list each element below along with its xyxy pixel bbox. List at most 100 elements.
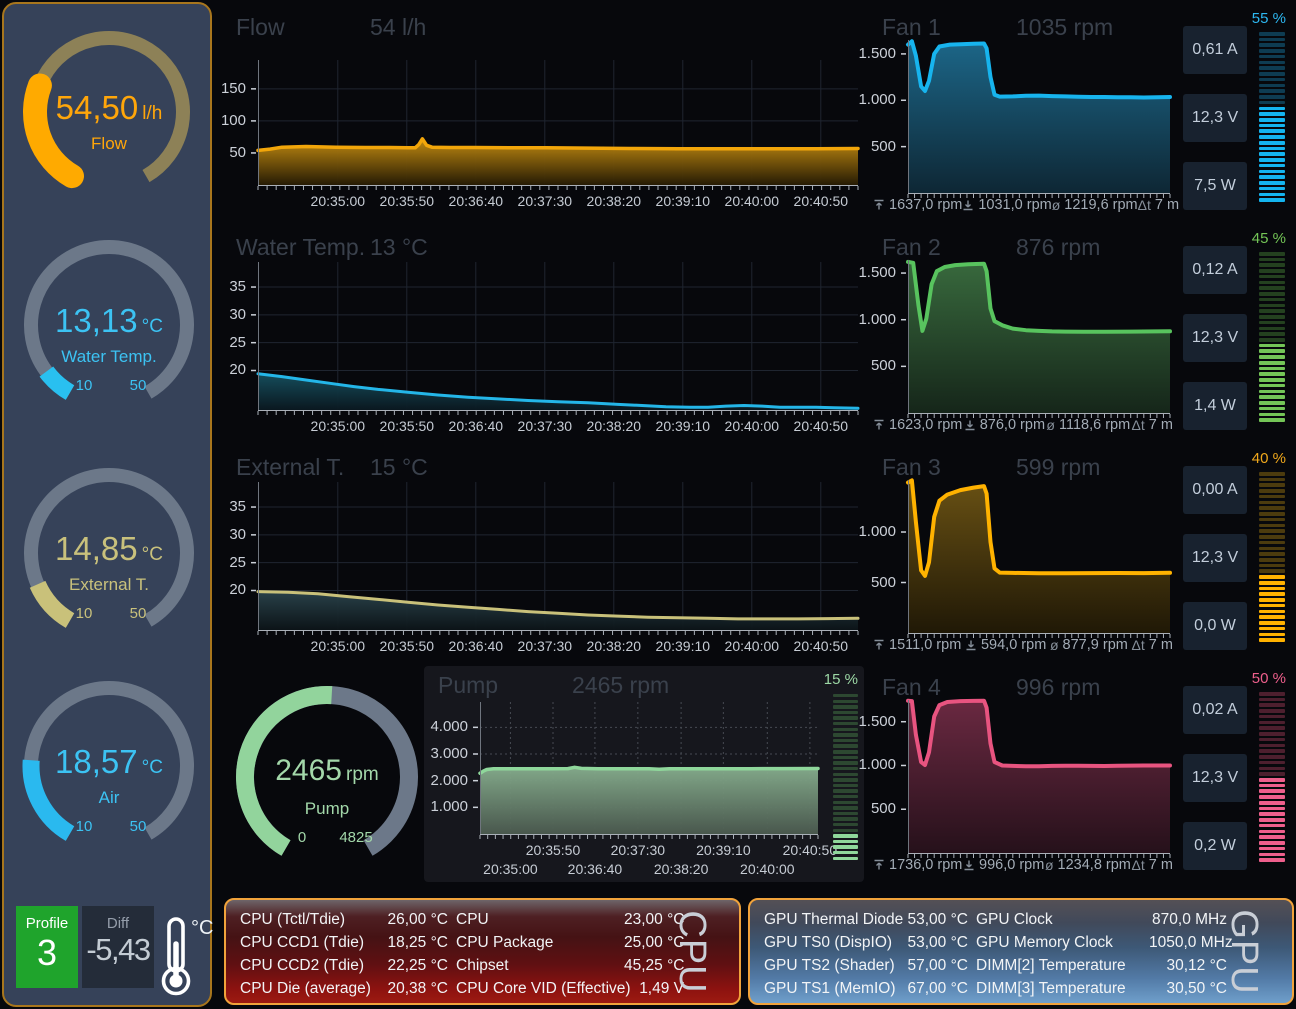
fan-duty-percent: 55 % bbox=[1251, 10, 1286, 27]
fan-duty-bar bbox=[1259, 252, 1285, 422]
fan-current-box: 0,02 A bbox=[1183, 686, 1247, 734]
fan-max: 1736,0 rpm bbox=[889, 857, 963, 873]
max-icon bbox=[874, 199, 884, 210]
table-row: GPU Thermal Diode 53,00 °C GPU Clock 870,0… bbox=[764, 911, 1227, 928]
fan-current-box: 0,61 A bbox=[1183, 26, 1247, 74]
max-icon bbox=[874, 639, 884, 650]
pump-duty-percent: 15 % bbox=[823, 671, 858, 688]
fan-power-box: 1,4 W bbox=[1183, 382, 1247, 430]
fan-duty-percent: 45 % bbox=[1251, 230, 1286, 247]
delta-t-icon: Δt bbox=[1131, 417, 1145, 433]
fan-max: 1637,0 rpm bbox=[889, 197, 963, 213]
panel-current-value: 876 rpm bbox=[1016, 234, 1101, 260]
panel-current-value: 13 °C bbox=[370, 234, 428, 260]
fan1-panel: Fan 1 1035 rpm 500 1.000 1.500 1637,0 rpm … bbox=[858, 8, 1294, 222]
delta-t-icon: Δt bbox=[1131, 637, 1145, 653]
min-icon bbox=[965, 420, 975, 431]
water-temp-gauge: 13,13 °C Water Temp. 10 50 bbox=[14, 230, 204, 420]
diff-box: Diff -5,43 bbox=[82, 906, 154, 988]
average-icon: ø bbox=[1051, 197, 1061, 213]
fan-min: 1031,0 rpm bbox=[978, 197, 1052, 213]
external-temp-chart-panel: External T. 15 °C 20 25 30 35 20:35:00 20:35:… bbox=[222, 448, 862, 662]
delta-t-icon: Δt bbox=[1137, 197, 1151, 213]
pump-gauge-value: 2465 rpm bbox=[275, 754, 379, 787]
table-row: GPU TS0 (DispIO) 53,00 °C GPU Memory Cloc… bbox=[764, 934, 1233, 951]
profile-number: 3 bbox=[36, 932, 58, 973]
gauge-max-label: 50 bbox=[129, 605, 147, 622]
panel-current-value: 1035 rpm bbox=[1016, 14, 1114, 40]
diff-label: Diff bbox=[106, 915, 130, 932]
fan1-stats: 1637,0 rpm 1031,0 rpm ø 1219,6 rpm Δt 7 m bbox=[873, 197, 1179, 213]
panel-title: Pump bbox=[438, 672, 499, 698]
air-gauge-value: 18,57 °C bbox=[55, 743, 163, 780]
flow-gauge-label: Flow bbox=[91, 134, 127, 153]
fan2-panel: Fan 2 876 rpm 500 1.000 1.500 1623,0 rpm 8… bbox=[858, 228, 1294, 442]
profile-selector[interactable]: Profile 3 bbox=[16, 906, 78, 988]
external-temp-gauge: 14,85 °C External T. 10 50 bbox=[14, 458, 204, 648]
fan4-panel: Fan 4 996 rpm 500 1.000 1.500 1736,0 rpm 9… bbox=[858, 668, 1294, 882]
min-icon bbox=[963, 200, 973, 211]
fan4-stats: 1736,0 rpm 996,0 rpm ø 1234,8 rpm Δt 7 m bbox=[873, 857, 1173, 873]
panel-title: Fan 1 bbox=[882, 14, 941, 40]
pump-gauge-label: Pump bbox=[304, 799, 350, 818]
fan-min: 876,0 rpm bbox=[979, 417, 1046, 433]
panel-title: Fan 4 bbox=[882, 674, 941, 700]
gauge-min-label: 10 bbox=[75, 818, 93, 835]
table-row: CPU CCD1 (Tdie) 18,25 °C CPU Package 25,00… bbox=[240, 934, 685, 951]
water-temp-chart: 20 25 30 35 20:35:00 20:35:50 20:36:40 20:37:30… bbox=[229, 262, 860, 434]
gpu-badge: GPU bbox=[1222, 908, 1265, 995]
pump-chart: 1.000 2.000 3.000 4.000 20:35:00 20:35:50 20:3… bbox=[430, 702, 838, 877]
fan-current-box: 0,00 A bbox=[1183, 466, 1247, 514]
flow-gauge-value: 54,50 l/h bbox=[55, 89, 163, 126]
gpu-readings: GPU Thermal Diode 53,00 °C GPU Clock 870,0… bbox=[764, 908, 1233, 1000]
pump-chart-panel: Pump 2465 rpm 1.000 2.000 3.000 4.000 20:35:… bbox=[424, 666, 864, 882]
external-gauge-value: 14,85 °C bbox=[55, 530, 163, 567]
thermometer-icon bbox=[161, 917, 191, 996]
fan-duty-percent: 50 % bbox=[1251, 670, 1286, 687]
max-icon bbox=[874, 859, 884, 870]
gauge-min-label: 10 bbox=[75, 605, 93, 622]
panel-current-value: 996 rpm bbox=[1016, 674, 1101, 700]
panel-title: Water Temp. bbox=[236, 234, 366, 260]
panel-current-value: 15 °C bbox=[370, 454, 428, 480]
max-icon bbox=[874, 419, 884, 430]
gauge-min-label: 0 bbox=[297, 829, 307, 846]
fan3-chart: 500 1.000 bbox=[858, 478, 1172, 638]
fan-timespan: 7 m bbox=[1148, 857, 1173, 873]
fan-voltage-box: 12,3 V bbox=[1183, 314, 1247, 362]
fan2-chart: 500 1.000 1.500 bbox=[858, 259, 1172, 418]
fan-duty-bar bbox=[1259, 32, 1285, 202]
panel-title: Fan 3 bbox=[882, 454, 941, 480]
flow-gauge: 54,50 l/h Flow bbox=[14, 17, 204, 207]
fan-current-box: 0,12 A bbox=[1183, 246, 1247, 294]
air-gauge-label: Air bbox=[98, 788, 120, 807]
gauge-max-label: 50 bbox=[129, 377, 147, 394]
average-icon: ø bbox=[1046, 417, 1055, 433]
panel-current-value: 599 rpm bbox=[1016, 454, 1101, 480]
panel-current-value: 54 l/h bbox=[370, 14, 427, 40]
flow-chart-panel: Flow 54 l/h 50 100 150 20:35:00 20:35:50 20:3… bbox=[221, 8, 862, 222]
panel-title: External T. bbox=[236, 454, 345, 480]
fan-min: 996,0 rpm bbox=[979, 857, 1045, 873]
panel-current-value: 2465 rpm bbox=[572, 672, 670, 698]
fan-timespan: 7 m bbox=[1148, 637, 1173, 653]
fan1-chart: 500 1.000 1.500 bbox=[858, 39, 1172, 198]
average-icon: ø bbox=[1049, 637, 1059, 653]
water-gauge-label: Water Temp. bbox=[61, 347, 157, 366]
table-row: CPU (Tctl/Tdie) 26,00 °C CPU 23,00 °C bbox=[240, 911, 685, 928]
fan4-chart: 500 1.000 1.500 bbox=[858, 698, 1172, 858]
gauge-max-label: 4825 bbox=[339, 829, 373, 846]
fan-timespan: 7 m bbox=[1148, 417, 1173, 433]
diff-unit: °C bbox=[191, 917, 214, 939]
cpu-badge: CPU bbox=[670, 909, 713, 994]
fan3-panel: Fan 3 599 rpm 500 1.000 1511,0 rpm 594,0 … bbox=[858, 448, 1294, 662]
fan-duty-percent: 40 % bbox=[1251, 450, 1286, 467]
fan-voltage-box: 12,3 V bbox=[1183, 754, 1247, 802]
fan-avg: 1118,6 rpm bbox=[1058, 417, 1131, 433]
fan-duty-bar bbox=[1259, 692, 1285, 862]
fan-max: 1623,0 rpm bbox=[889, 417, 963, 433]
cpu-readings: CPU (Tctl/Tdie) 26,00 °C CPU 23,00 °C CPU … bbox=[240, 908, 685, 1000]
cpu-info-panel: CPU (Tctl/Tdie) 26,00 °C CPU 23,00 °C CPU … bbox=[224, 898, 741, 1005]
diff-value: -5,43 bbox=[86, 932, 151, 967]
